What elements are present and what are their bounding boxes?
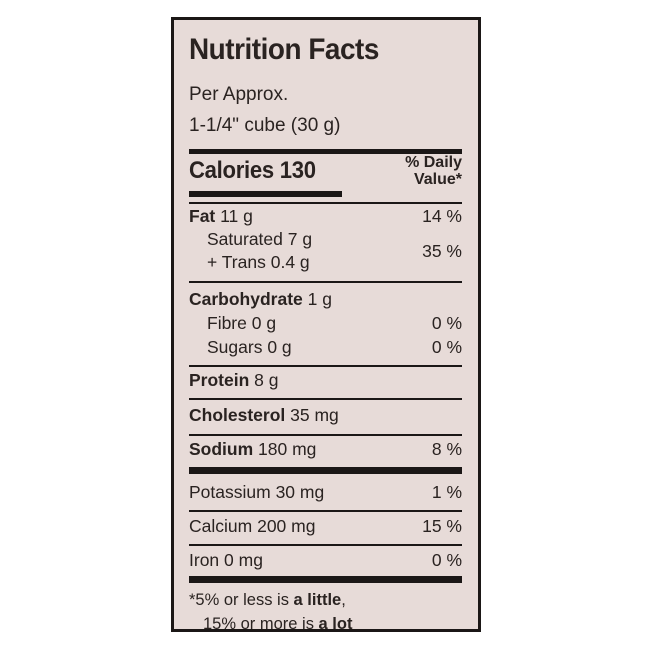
footnote-text: *5% or less is — [189, 591, 294, 609]
trans-name: + Trans — [207, 252, 266, 272]
fat-dv: 14 % — [422, 206, 462, 226]
saturated-name: Saturated — [207, 229, 283, 249]
sugars-amount: 0 g — [267, 337, 292, 357]
calcium-dv: 15 % — [422, 516, 462, 536]
daily-value-header: % Daily Value* — [405, 154, 462, 189]
potassium-amount: 30 mg — [275, 482, 325, 502]
sugars-row: Sugars 0 g — [207, 337, 292, 357]
potassium-row: Potassium 30 mg — [189, 482, 325, 502]
cholesterol-row: Cholesterol 35 mg — [189, 405, 339, 425]
divider — [189, 544, 462, 546]
divider — [189, 365, 462, 367]
serving-size-line2: 1-1/4" cube (30 g) — [189, 115, 341, 136]
saturated-trans-dv: 35 % — [422, 241, 462, 261]
divider — [189, 434, 462, 436]
fat-amount: 11 g — [220, 206, 253, 226]
sodium-dv: 8 % — [431, 439, 462, 459]
serving-size-line1: Per Approx. — [189, 84, 289, 105]
fibre-dv: 0 % — [431, 313, 462, 333]
daily-value-header-line2: Value* — [413, 170, 462, 188]
calcium-row: Calcium 200 mg — [189, 516, 316, 536]
divider — [189, 510, 462, 512]
footnote-emphasis: a lot — [318, 615, 353, 633]
sodium-row: Sodium 180 mg — [189, 439, 317, 459]
saturated-amount: 7 g — [287, 229, 313, 249]
iron-amount: 0 mg — [224, 550, 263, 570]
fibre-name: Fibre — [207, 313, 247, 333]
iron-dv: 0 % — [431, 550, 462, 570]
carbohydrate-row: Carbohydrate 1 g — [189, 289, 332, 309]
divider — [189, 281, 462, 283]
cholesterol-amount: 35 mg — [290, 405, 339, 425]
calcium-amount: 200 mg — [257, 516, 316, 536]
fibre-row: Fibre 0 g — [207, 313, 277, 333]
iron-row: Iron 0 mg — [189, 550, 263, 570]
footnote-emphasis: a little — [293, 591, 342, 609]
nutrition-facts-label: Nutrition Facts Per Approx. 1-1/4" cube … — [171, 17, 481, 632]
calcium-name: Calcium — [189, 516, 253, 536]
calories-underline — [189, 191, 342, 197]
calories-label: Calories 130 — [189, 157, 316, 184]
fat-name: Fat — [189, 206, 216, 226]
sodium-name: Sodium — [189, 439, 254, 459]
footnote-line1: *5% or less is a little, — [189, 592, 346, 609]
iron-name: Iron — [189, 550, 220, 570]
thick-divider — [189, 149, 462, 154]
divider — [189, 202, 462, 204]
sodium-amount: 180 mg — [258, 439, 317, 459]
sugars-dv: 0 % — [431, 337, 462, 357]
divider — [189, 398, 462, 400]
protein-amount: 8 g — [254, 370, 279, 390]
cholesterol-name: Cholesterol — [189, 405, 286, 425]
potassium-name: Potassium — [189, 482, 271, 502]
fibre-amount: 0 g — [251, 313, 277, 333]
trans-amount: 0.4 g — [270, 252, 310, 272]
protein-row: Protein 8 g — [189, 370, 279, 390]
thick-divider — [189, 467, 462, 474]
footnote-comma: , — [341, 591, 346, 609]
trans-row: + Trans 0.4 g — [207, 252, 310, 272]
carbohydrate-name: Carbohydrate — [189, 289, 303, 309]
thick-divider — [189, 576, 462, 583]
saturated-row: Saturated 7 g — [207, 229, 313, 249]
carbohydrate-amount: 1 g — [307, 289, 332, 309]
footnote-line2: 15% or more is a lot — [203, 616, 352, 633]
sugars-name: Sugars — [207, 337, 263, 357]
fat-row: Fat 11 g — [189, 206, 253, 226]
daily-value-header-line1: % Daily — [405, 154, 462, 171]
label-title: Nutrition Facts — [189, 33, 379, 66]
potassium-dv: 1 % — [431, 482, 462, 502]
footnote-text: 15% or more is — [203, 615, 319, 633]
protein-name: Protein — [189, 370, 250, 390]
